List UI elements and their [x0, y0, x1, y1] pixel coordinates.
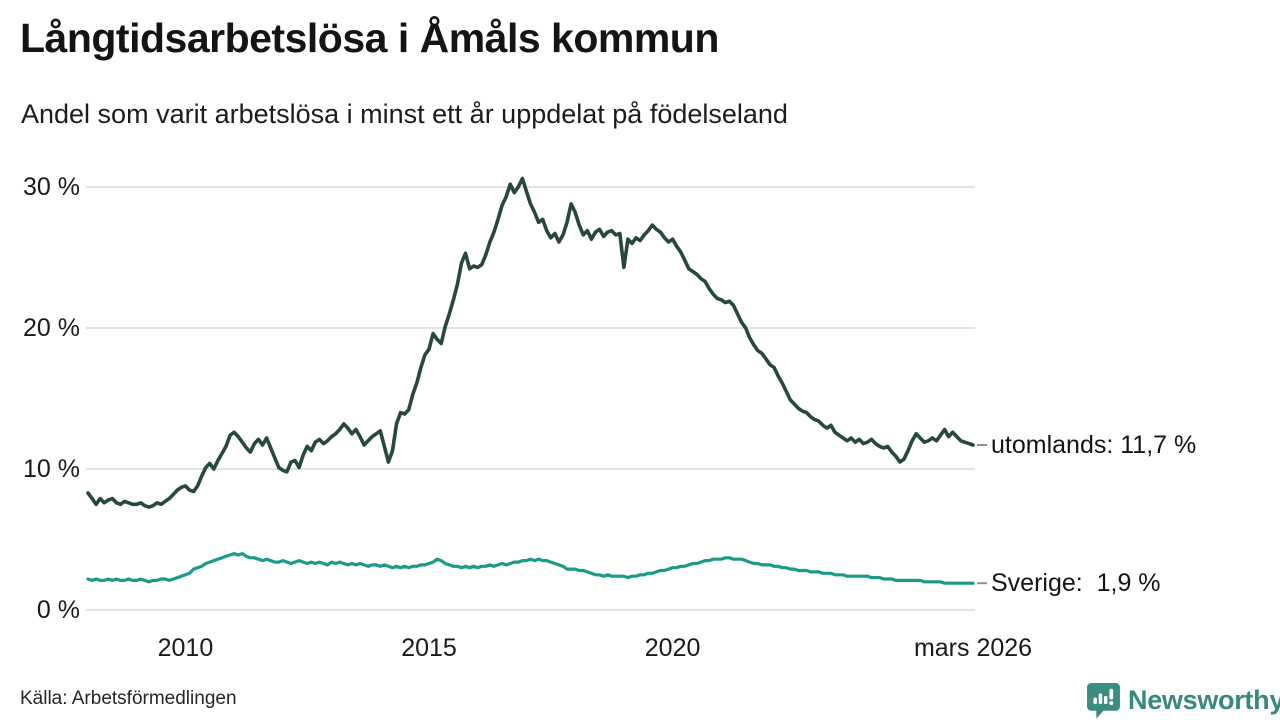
- newsworthy-wordmark: Newsworthy: [1128, 685, 1280, 715]
- y-tick-label: 0 %: [36, 596, 80, 624]
- page-subtitle: Andel som varit arbetslösa i minst ett å…: [21, 99, 788, 129]
- y-tick-label: 30 %: [23, 173, 80, 201]
- x-tick-label: 2010: [157, 634, 214, 662]
- series-end-label-utomlands: utomlands: 11,7 %: [991, 431, 1197, 460]
- series-end-label-Sverige: Sverige: 1,9 %: [991, 569, 1161, 598]
- y-tick-label: 10 %: [23, 455, 80, 483]
- newsworthy-bubble-chart-icon: [1087, 683, 1120, 719]
- page-title: Långtidsarbetslösa i Åmåls kommun: [20, 15, 719, 61]
- x-tick-label: 2020: [644, 634, 701, 662]
- newsworthy-logo: Newsworthy: [1086, 682, 1280, 719]
- x-tick-label: mars 2026: [913, 634, 1033, 662]
- source-note: Källa: Arbetsförmedlingen: [20, 688, 237, 709]
- x-tick-label: 2015: [401, 634, 457, 662]
- y-tick-label: 20 %: [23, 314, 80, 342]
